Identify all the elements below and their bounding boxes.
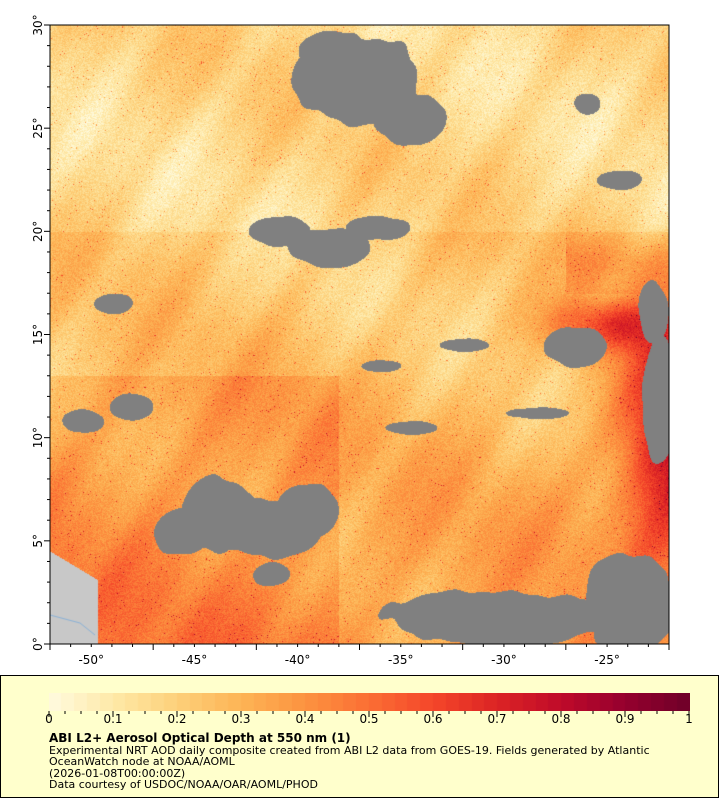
lat-tick-label: 20°: [31, 221, 45, 242]
lon-tick-label: -40°: [285, 653, 311, 667]
lat-tick-label: 30°: [31, 14, 45, 35]
colorbar-ticks: [48, 711, 690, 717]
colorbar-tick-label: 0.5: [359, 712, 379, 726]
colorbar-tick-label: 0.9: [615, 712, 635, 726]
colorbar-tick-label: 0.3: [231, 712, 251, 726]
lon-tick-label: -30°: [491, 653, 517, 667]
colorbar-tick-label: 0.4: [295, 712, 315, 726]
colorbar-tick-label: 0.7: [487, 712, 507, 726]
lat-tick-label: 10°: [31, 427, 45, 448]
colorbar: [49, 693, 690, 711]
lat-tick-label: 0°: [31, 637, 45, 651]
legend-time: (2026-01-08T00:00:00Z): [49, 767, 186, 780]
colorbar-tick-label: 0: [45, 712, 53, 726]
legend-credit: Data courtesy of USDOC/NOAA/OAR/AOML/PHO…: [49, 778, 318, 791]
lon-tick-label: -50°: [78, 653, 104, 667]
colorbar-tick-label: 1: [685, 712, 693, 726]
legend-title: ABI L2+ Aerosol Optical Depth at 550 nm …: [49, 731, 351, 745]
colorbar-tick-label: 0.8: [551, 712, 571, 726]
lon-tick-label: -25°: [594, 653, 620, 667]
lon-tick-label: -35°: [388, 653, 414, 667]
lat-tick-label: 5°: [31, 534, 45, 548]
colorbar-tick-label: 0.2: [167, 712, 187, 726]
lat-tick-label: 15°: [31, 324, 45, 345]
map-axes: 0° 5° 10° 15° 20° 25° 30° -50° -45° -40° -35° -30° -…: [31, 14, 670, 667]
lat-tick-label: 25°: [31, 118, 45, 139]
legend-description: Experimental NRT AOD daily composite cre…: [49, 744, 650, 757]
aod-map-raster: [50, 25, 669, 644]
colorbar-tick-label: 0.1: [103, 712, 123, 726]
legend-description-cont: OceanWatch node at NOAA/AOML: [49, 755, 235, 768]
colorbar-tick-label: 0.6: [423, 712, 443, 726]
legend-panel: 0 0.1 0.2 0.3 0.4 0.5 0.6 0.7 0.8 0.9 1 ABI L2+ Ae…: [0, 675, 719, 798]
lon-tick-label: -45°: [182, 653, 208, 667]
map-frame: [49, 24, 670, 645]
